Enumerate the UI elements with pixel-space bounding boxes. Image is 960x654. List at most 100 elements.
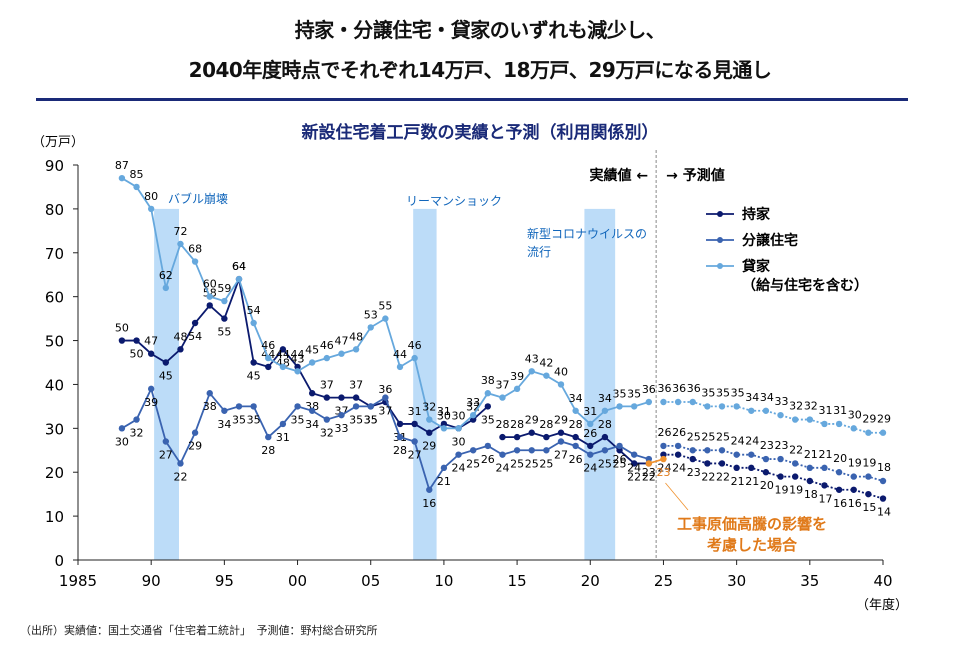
condo-value-label: 25 [510, 457, 524, 470]
rental-forecast-value-label: 35 [716, 386, 730, 399]
owner-occupied-point [557, 429, 565, 436]
owner-occupied-forecast-value-label: 14 [877, 506, 891, 519]
rental-forecast-point [762, 407, 770, 414]
owner-occupied-value-label: 28 [569, 418, 583, 431]
owner-occupied-point [221, 315, 228, 322]
condo-value-label: 25 [598, 457, 612, 470]
rental-forecast-value-label: 32 [804, 400, 818, 413]
event-band [154, 208, 179, 560]
condo-forecast-point [733, 451, 740, 458]
owner-occupied-value-label: 37 [334, 405, 348, 418]
condo-value-label: 24 [583, 462, 597, 475]
y-tick-label: 30 [45, 420, 64, 438]
condo-forecast-point [835, 469, 843, 476]
rental-value-label: 30 [437, 409, 451, 422]
rental-forecast-point [791, 416, 799, 423]
rental-forecast-point [704, 403, 711, 410]
rental-forecast-point [835, 420, 843, 428]
condo-forecast-value-label: 26 [672, 426, 686, 439]
cost-scenario-label-1: 工事原価高騰の影響を [677, 515, 827, 533]
rental-value-label: 48 [349, 330, 363, 343]
rental-forecast-value-label: 29 [877, 413, 891, 426]
owner-occupied-value-label: 47 [144, 335, 158, 348]
rental-value-label: 53 [364, 308, 378, 321]
rental-forecast-value-label: 36 [687, 382, 701, 395]
owner-occupied-forecast-point [718, 460, 726, 467]
owner-occupied-forecast-value-label: 19 [775, 484, 789, 497]
rental-value-label: 45 [305, 344, 319, 357]
rental-value-label: 36 [642, 383, 656, 396]
condo-forecast-value-label: 18 [877, 461, 891, 474]
owner-occupied-value-label: 28 [495, 418, 509, 431]
condo-value-label: 39 [144, 396, 158, 409]
condo-forecast-value-label: 25 [716, 430, 730, 443]
cost-scenario-label-2: 考慮した場合 [707, 536, 798, 554]
rental-point [513, 385, 521, 393]
rental-value-label: 40 [554, 365, 568, 378]
legend-label-condo: 分譲住宅 [742, 232, 798, 249]
rental-point [572, 407, 579, 414]
forecast-label: → 予測値 [666, 167, 725, 184]
condo-value-label: 34 [305, 418, 319, 431]
rental-forecast-point [777, 411, 784, 419]
rental-point [352, 346, 360, 353]
rental-point [221, 297, 228, 305]
owner-occupied-point [499, 433, 506, 441]
owner-occupied-point [338, 394, 345, 401]
rental-point [469, 411, 477, 419]
condo-point [118, 425, 126, 432]
event-label-covid-1: 新型コロナウイルスの [527, 226, 647, 241]
condo-value-label: 34 [217, 418, 231, 431]
owner-occupied-point [265, 363, 272, 371]
owner-occupied-value-label: 36 [378, 383, 392, 396]
y-tick-label: 90 [45, 157, 64, 175]
condo-forecast-point [791, 460, 799, 467]
rental-value-label: 54 [247, 304, 261, 317]
cost-scenario-point [660, 455, 667, 463]
owner-occupied-point [616, 447, 623, 454]
rental-point [455, 425, 462, 432]
rental-forecast-value-label: 31 [833, 404, 847, 417]
rental-value-label: 47 [334, 335, 348, 348]
legend-label-rental-note: （給与住宅を含む） [742, 277, 868, 294]
source-note: （出所）実績値：国土交通省「住宅着工統計」 予測値：野村総合研究所 [20, 624, 378, 637]
rental-point [499, 394, 506, 401]
condo-forecast-point [806, 464, 814, 472]
condo-point [557, 438, 565, 445]
rental-forecast-value-label: 36 [657, 382, 671, 395]
headline-line-2: 2040年度時点でそれぞれ14万戸、18万戸、29万戸になる見通し [188, 58, 772, 82]
rental-point [601, 407, 609, 414]
headline-line-1: 持家・分譲住宅・貸家のいずれも減少し、 [294, 18, 666, 42]
rental-point [557, 381, 565, 388]
rental-value-label: 46 [408, 339, 422, 352]
condo-point [426, 486, 433, 493]
rental-value-label: 35 [627, 387, 641, 400]
condo-forecast-value-label: 24 [745, 435, 759, 448]
rental-value-label: 39 [510, 370, 524, 383]
owner-occupied-forecast-value-label: 24 [672, 462, 686, 475]
rental-forecast-point [879, 429, 887, 436]
condo-point [382, 394, 389, 401]
condo-forecast-point [689, 447, 696, 454]
y-tick-label: 0 [54, 552, 64, 570]
condo-forecast-value-label: 23 [775, 439, 789, 452]
owner-occupied-value-label: 29 [525, 414, 539, 427]
y-tick-label: 10 [45, 508, 64, 526]
rental-value-label: 72 [173, 225, 187, 238]
rental-point [265, 354, 272, 362]
rental-forecast-point [718, 403, 726, 410]
condo-point [191, 429, 199, 436]
rental-point [250, 319, 257, 327]
rental-value-label: 46 [261, 339, 275, 352]
rental-forecast-value-label: 34 [760, 391, 774, 404]
owner-occupied-point [543, 433, 550, 441]
rental-value-label: 80 [144, 190, 158, 203]
x-tick-label: 90 [142, 572, 161, 590]
rental-forecast-line [663, 401, 883, 434]
owner-occupied-forecast-point [689, 455, 696, 463]
condo-point [279, 420, 287, 428]
legend-label-owner-occupied: 持家 [742, 206, 771, 223]
rental-forecast-value-label: 32 [789, 400, 803, 413]
owner-occupied-forecast-point [674, 451, 682, 458]
owner-occupied-value-label: 48 [173, 330, 187, 343]
